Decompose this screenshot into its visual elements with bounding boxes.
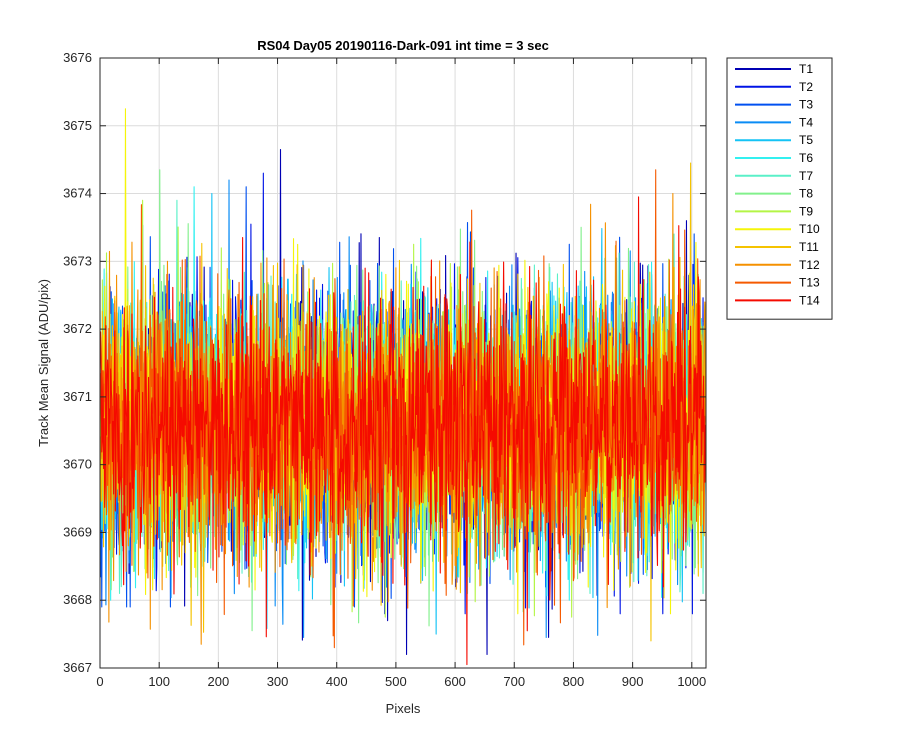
legend-label-t13: T13 xyxy=(799,276,820,290)
legend-label-t4: T4 xyxy=(799,115,813,129)
x-tick-label: 1000 xyxy=(677,674,706,689)
legend-label-t14: T14 xyxy=(799,293,820,307)
legend-box xyxy=(726,57,833,320)
x-tick-label: 500 xyxy=(385,674,407,689)
legend-label-t1: T1 xyxy=(799,62,813,76)
legend-label-t5: T5 xyxy=(799,133,813,147)
series-lines xyxy=(100,108,706,666)
x-tick-label: 300 xyxy=(267,674,289,689)
y-tick-label: 3673 xyxy=(63,253,92,268)
legend-label-t3: T3 xyxy=(799,98,813,112)
x-tick-label: 700 xyxy=(503,674,525,689)
legend-label-t2: T2 xyxy=(799,80,813,94)
legend-label-t8: T8 xyxy=(799,187,813,201)
legend-label-t7: T7 xyxy=(799,169,813,183)
y-tick-label: 3672 xyxy=(63,321,92,336)
y-tick-label: 3675 xyxy=(63,118,92,133)
legend-label-t9: T9 xyxy=(799,204,813,218)
x-tick-label: 800 xyxy=(563,674,585,689)
series-line-t14 xyxy=(100,196,706,666)
y-tick-label: 3668 xyxy=(63,592,92,607)
x-tick-label: 100 xyxy=(148,674,170,689)
y-tick-label: 3669 xyxy=(63,524,92,539)
legend: T1 T2 T3 T4 T5 T6 T7 T8 T9 T10 T11 T12 T13 T14 xyxy=(726,57,833,320)
x-tick-label: 200 xyxy=(208,674,230,689)
x-tick-label: 0 xyxy=(96,674,103,689)
legend-label-t10: T10 xyxy=(799,222,820,236)
x-tick-label: 900 xyxy=(622,674,644,689)
chart-title: RS04 Day05 20190116-Dark-091 int time = … xyxy=(257,38,549,53)
y-axis-label: Track Mean Signal (ADU/pix) xyxy=(36,279,51,447)
plot-frame xyxy=(99,57,707,669)
legend-label-t6: T6 xyxy=(799,151,813,165)
axis-ticks: 0 100 200 300 400 500 600 700 800 900 1000 3667 3668… xyxy=(63,50,706,689)
y-tick-label: 3667 xyxy=(63,660,92,675)
y-tick-label: 3674 xyxy=(63,186,92,201)
legend-label-t12: T12 xyxy=(799,258,820,272)
y-tick-label: 3670 xyxy=(63,457,92,472)
y-tick-label: 3671 xyxy=(63,389,92,404)
x-axis-label: Pixels xyxy=(386,701,421,716)
x-tick-label: 600 xyxy=(444,674,466,689)
legend-label-t11: T11 xyxy=(799,240,819,254)
y-tick-label: 3676 xyxy=(63,50,92,65)
x-tick-label: 400 xyxy=(326,674,348,689)
